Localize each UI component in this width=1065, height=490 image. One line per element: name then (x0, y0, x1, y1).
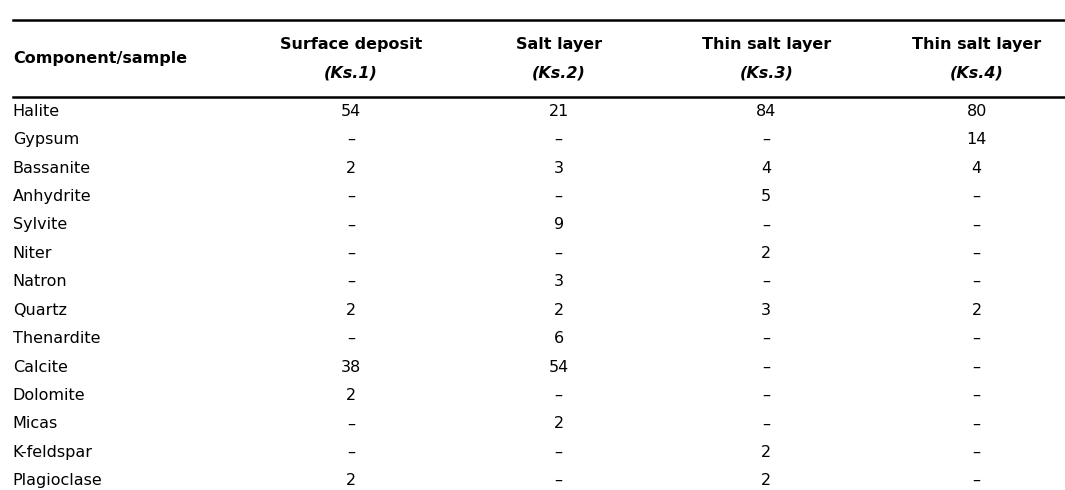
Text: 3: 3 (554, 161, 563, 175)
Text: 5: 5 (761, 189, 771, 204)
Text: Sylvite: Sylvite (13, 218, 67, 232)
Text: (Ks.4): (Ks.4) (950, 66, 1003, 80)
Text: 2: 2 (554, 416, 563, 431)
Text: –: – (972, 274, 981, 289)
Text: –: – (763, 416, 770, 431)
Text: –: – (347, 445, 355, 460)
Text: 2: 2 (346, 473, 356, 488)
Text: –: – (347, 246, 355, 261)
Text: Micas: Micas (13, 416, 58, 431)
Text: 2: 2 (346, 161, 356, 175)
Text: –: – (972, 445, 981, 460)
Text: 3: 3 (554, 274, 563, 289)
Text: 84: 84 (756, 104, 776, 119)
Text: –: – (763, 360, 770, 374)
Text: –: – (972, 246, 981, 261)
Text: –: – (347, 132, 355, 147)
Text: –: – (972, 360, 981, 374)
Text: –: – (972, 416, 981, 431)
Text: –: – (347, 331, 355, 346)
Text: 2: 2 (761, 473, 771, 488)
Text: –: – (555, 445, 562, 460)
Text: Quartz: Quartz (13, 303, 67, 318)
Text: –: – (555, 473, 562, 488)
Text: K-feldspar: K-feldspar (13, 445, 93, 460)
Text: 21: 21 (548, 104, 569, 119)
Text: –: – (763, 132, 770, 147)
Text: –: – (972, 218, 981, 232)
Text: Thin salt layer: Thin salt layer (702, 37, 831, 52)
Text: Thin salt layer: Thin salt layer (912, 37, 1042, 52)
Text: –: – (555, 189, 562, 204)
Text: 14: 14 (966, 132, 987, 147)
Text: Plagioclase: Plagioclase (13, 473, 102, 488)
Text: –: – (555, 132, 562, 147)
Text: –: – (972, 388, 981, 403)
Text: 9: 9 (554, 218, 563, 232)
Text: –: – (763, 388, 770, 403)
Text: Anhydrite: Anhydrite (13, 189, 92, 204)
Text: 2: 2 (761, 246, 771, 261)
Text: 4: 4 (971, 161, 982, 175)
Text: 4: 4 (761, 161, 771, 175)
Text: Niter: Niter (13, 246, 52, 261)
Text: Calcite: Calcite (13, 360, 68, 374)
Text: Halite: Halite (13, 104, 60, 119)
Text: –: – (347, 218, 355, 232)
Text: Dolomite: Dolomite (13, 388, 85, 403)
Text: 2: 2 (971, 303, 982, 318)
Text: –: – (763, 274, 770, 289)
Text: 54: 54 (548, 360, 569, 374)
Text: –: – (347, 189, 355, 204)
Text: –: – (347, 416, 355, 431)
Text: Bassanite: Bassanite (13, 161, 91, 175)
Text: 2: 2 (554, 303, 563, 318)
Text: Salt layer: Salt layer (515, 37, 602, 52)
Text: –: – (555, 388, 562, 403)
Text: 6: 6 (554, 331, 563, 346)
Text: (Ks.2): (Ks.2) (531, 66, 586, 80)
Text: Thenardite: Thenardite (13, 331, 100, 346)
Text: –: – (972, 473, 981, 488)
Text: –: – (972, 189, 981, 204)
Text: 2: 2 (346, 303, 356, 318)
Text: –: – (972, 331, 981, 346)
Text: Gypsum: Gypsum (13, 132, 79, 147)
Text: Surface deposit: Surface deposit (280, 37, 422, 52)
Text: Component/sample: Component/sample (13, 51, 186, 66)
Text: 80: 80 (966, 104, 987, 119)
Text: 3: 3 (761, 303, 771, 318)
Text: –: – (555, 246, 562, 261)
Text: 2: 2 (346, 388, 356, 403)
Text: 54: 54 (341, 104, 361, 119)
Text: –: – (347, 274, 355, 289)
Text: 2: 2 (761, 445, 771, 460)
Text: 38: 38 (341, 360, 361, 374)
Text: –: – (763, 331, 770, 346)
Text: –: – (763, 218, 770, 232)
Text: (Ks.1): (Ks.1) (324, 66, 378, 80)
Text: Natron: Natron (13, 274, 67, 289)
Text: (Ks.3): (Ks.3) (739, 66, 793, 80)
